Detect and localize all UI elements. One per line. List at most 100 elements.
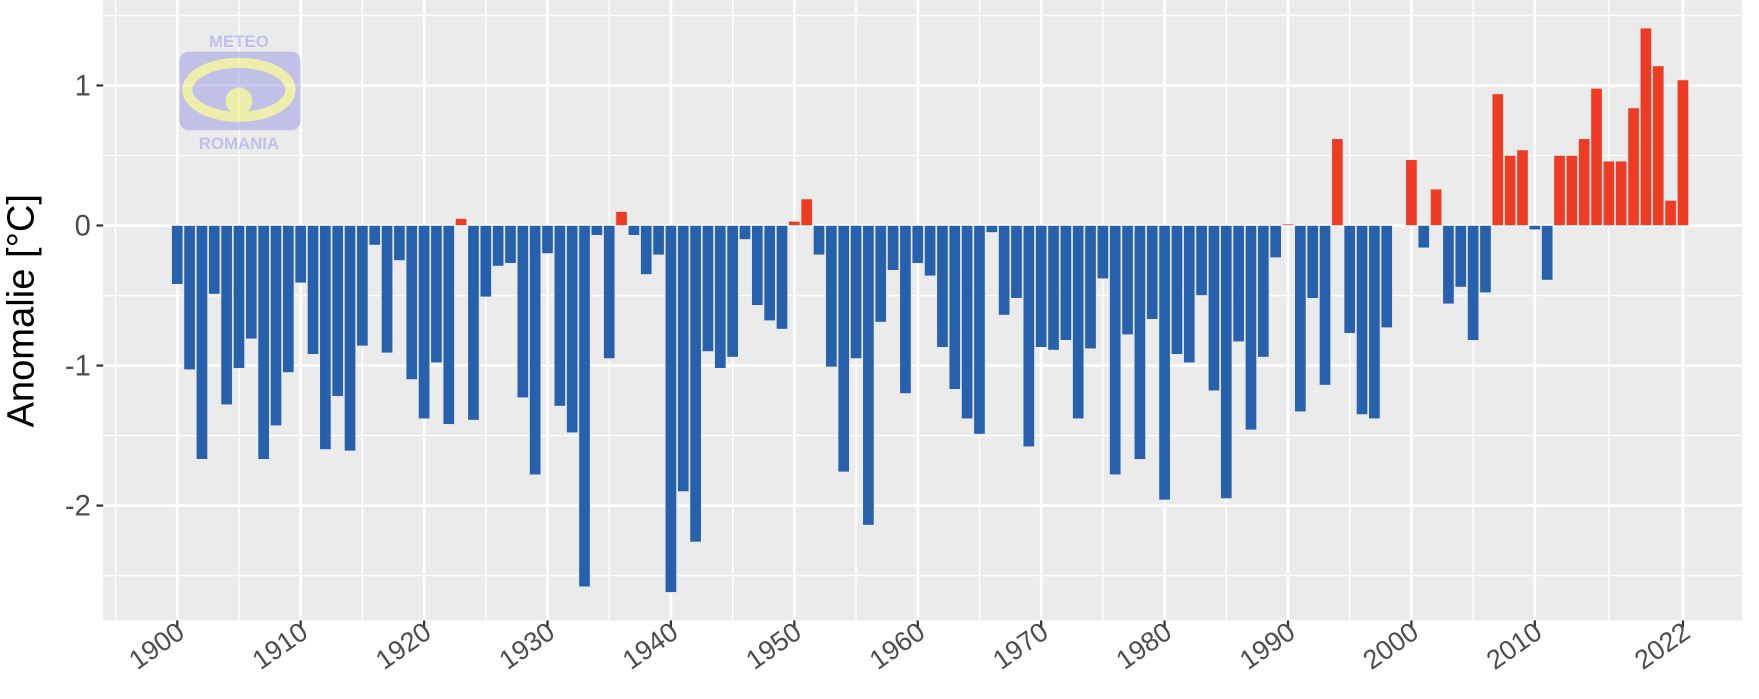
- x-tick-label: 1930: [494, 616, 560, 675]
- bar: [529, 225, 542, 476]
- bar: [1368, 225, 1381, 420]
- x-tick-label: 1990: [1234, 616, 1300, 675]
- bar: [1072, 225, 1085, 420]
- bar: [689, 225, 702, 543]
- bar: [837, 225, 850, 473]
- bar: [319, 225, 332, 450]
- bar: [590, 225, 603, 236]
- bar: [516, 225, 529, 399]
- bar: [1380, 225, 1393, 329]
- bar: [208, 225, 221, 295]
- bar: [1207, 225, 1220, 392]
- bar: [998, 225, 1011, 316]
- bar: [813, 225, 826, 256]
- bar: [430, 225, 443, 364]
- bar: [294, 225, 307, 284]
- bar: [1652, 65, 1665, 226]
- bar: [1615, 160, 1628, 226]
- bar: [1467, 225, 1480, 341]
- bar: [479, 225, 492, 298]
- bar: [1096, 225, 1109, 280]
- x-tick-label: 2022: [1629, 616, 1695, 675]
- bar: [1602, 160, 1615, 226]
- x-tick-label: 1900: [123, 616, 189, 675]
- bar: [1516, 149, 1529, 226]
- y-tick-label: -1: [65, 351, 91, 383]
- bar: [924, 225, 937, 277]
- x-tick-label: 1910: [247, 616, 313, 675]
- bar: [1047, 225, 1060, 351]
- bar: [1109, 225, 1122, 476]
- bar: [961, 225, 974, 420]
- bar: [899, 225, 912, 394]
- bar: [701, 225, 714, 352]
- bar: [1553, 155, 1566, 226]
- bar: [1578, 138, 1591, 226]
- bar: [862, 225, 875, 526]
- bar: [1479, 225, 1492, 294]
- bar: [1627, 107, 1640, 226]
- bar: [553, 225, 566, 407]
- bar: [874, 225, 887, 323]
- bar: [1146, 225, 1159, 320]
- bar: [467, 225, 480, 421]
- bar: [615, 211, 628, 226]
- bar: [405, 225, 418, 380]
- bar: [1454, 225, 1467, 288]
- bar: [1269, 225, 1282, 259]
- bar: [1319, 225, 1332, 386]
- bar: [850, 225, 863, 359]
- bar: [1405, 159, 1418, 226]
- bar: [763, 225, 776, 322]
- bar: [973, 225, 986, 435]
- bar: [714, 225, 727, 369]
- bar: [677, 225, 690, 492]
- bar: [1541, 225, 1554, 281]
- bar: [825, 225, 838, 368]
- x-tick-label: 1970: [987, 616, 1053, 675]
- bar: [1133, 225, 1146, 460]
- logo-sun: [225, 87, 253, 115]
- bar: [1195, 225, 1208, 296]
- bar: [1121, 225, 1134, 336]
- bar: [1343, 225, 1356, 334]
- y-axis-label: Anomalie [°C]: [0, 194, 43, 427]
- bar: [504, 225, 517, 264]
- bar: [1417, 225, 1430, 249]
- x-tick-label: 2000: [1358, 616, 1424, 675]
- bar: [1294, 225, 1307, 413]
- bar: [418, 225, 431, 420]
- y-tick-label: 1: [75, 71, 91, 103]
- bar: [1183, 225, 1196, 364]
- bar: [1590, 87, 1603, 226]
- bar: [1504, 155, 1517, 226]
- bar: [344, 225, 357, 452]
- x-tick-label: 1940: [617, 616, 683, 675]
- bar: [1528, 225, 1541, 231]
- bar: [1220, 225, 1233, 499]
- bar: [1442, 225, 1455, 305]
- bar: [1084, 225, 1097, 350]
- bar: [1639, 27, 1652, 226]
- bar: [195, 225, 208, 460]
- bar: [307, 225, 320, 355]
- bar: [788, 220, 801, 226]
- bar: [331, 225, 344, 397]
- bar: [1491, 93, 1504, 226]
- bar: [1244, 225, 1257, 431]
- bar: [936, 225, 949, 348]
- x-tick-label: 1960: [864, 616, 930, 675]
- bar: [578, 225, 591, 588]
- watermark-logo: METEO ROMANIA: [179, 32, 301, 153]
- bar: [232, 225, 245, 369]
- bar: [664, 225, 677, 593]
- bar: [603, 225, 616, 359]
- bar: [1170, 225, 1183, 355]
- bar: [1430, 188, 1443, 226]
- bar: [393, 225, 406, 261]
- bar: [738, 225, 751, 240]
- bar: [652, 225, 665, 256]
- bar: [948, 225, 961, 390]
- bar: [1281, 223, 1295, 226]
